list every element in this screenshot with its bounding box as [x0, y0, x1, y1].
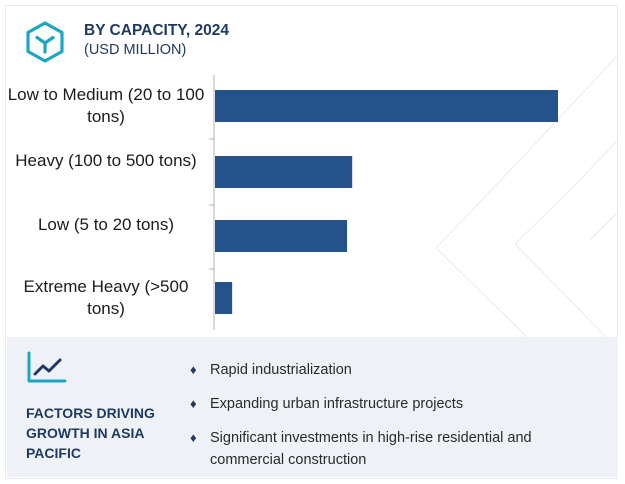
category-label: Extreme Heavy (>500 tons) — [23, 277, 189, 318]
category-label: Low to Medium (20 to 100 tons) — [7, 85, 205, 126]
bar-1 — [215, 90, 558, 122]
factor-text: Rapid industrialization — [210, 362, 352, 378]
factors-title: FACTORS DRIVING GROWTH IN ASIA PACIFIC — [26, 405, 155, 461]
factor-text: Expanding urban infrastructure projects — [210, 396, 464, 412]
diamond-bullet-icon: ♦ — [190, 430, 197, 445]
trend-chart-icon — [27, 351, 67, 383]
chart-title: BY CAPACITY, 2024 — [84, 22, 230, 39]
category-label: Low (5 to 20 tons) — [37, 215, 175, 234]
factor-text: Significant investments in high-rise res… — [210, 430, 532, 468]
bar-2 — [215, 156, 353, 188]
hexagon-logo-icon — [26, 21, 64, 63]
chart-subtitle: (USD MILLION) — [84, 42, 187, 58]
bar-chart — [209, 75, 558, 330]
chart-frame — [5, 5, 618, 479]
factors-panel: FACTORS DRIVING GROWTH IN ASIA PACIFIC ♦… — [7, 337, 618, 477]
bar-4 — [215, 282, 233, 314]
category-label: Heavy (100 to 500 tons) — [15, 151, 197, 170]
diamond-bullet-icon: ♦ — [190, 396, 197, 411]
diamond-bullet-icon: ♦ — [190, 362, 197, 377]
bar-3 — [215, 220, 348, 252]
